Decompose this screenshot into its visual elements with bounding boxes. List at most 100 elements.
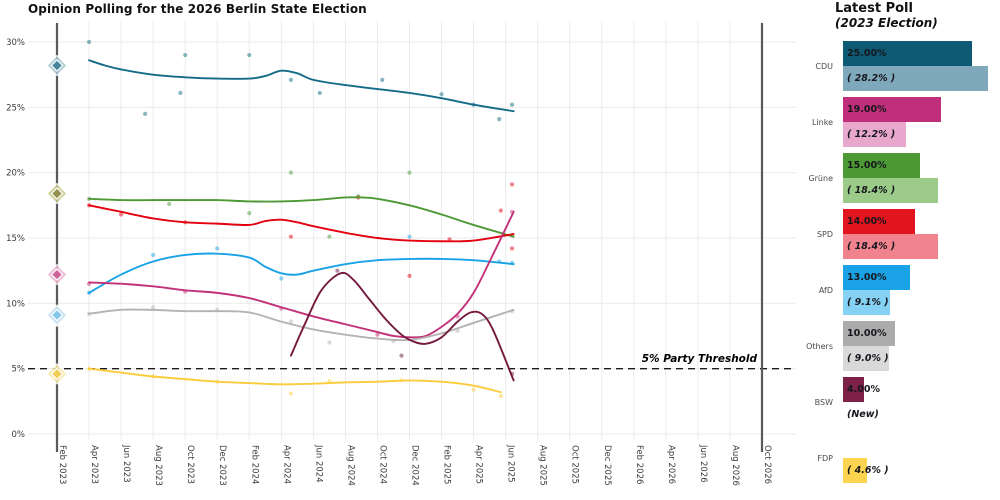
x-axis-label: Apr 2026	[666, 445, 676, 484]
election-result-diamond-afd	[50, 308, 64, 322]
election-2023-value-others: ( 9.0% )	[847, 353, 889, 364]
election-2023-bar-others: ( 9.0% )	[843, 346, 890, 371]
election-2023-bar-spd: ( 18.4% )	[843, 234, 938, 259]
poll-dot	[288, 391, 294, 396]
y-axis-label: 5%	[12, 365, 26, 375]
poll-dot	[288, 77, 294, 82]
poll-dot	[151, 305, 156, 310]
x-axis-label: Jun 2025	[506, 444, 516, 483]
y-axis-label: 10%	[6, 299, 25, 309]
poll-dot	[86, 39, 92, 45]
y-axis-label: 20%	[6, 169, 25, 179]
x-axis-label: Jun 2024	[313, 444, 323, 483]
latest-poll-bar-grüne: 15.00%	[843, 153, 921, 178]
panel-subtitle: (2023 Election)	[835, 16, 938, 30]
party-label-cdu: CDU	[815, 61, 833, 71]
poll-dot	[183, 52, 188, 58]
election-result-diamond-linke	[50, 268, 64, 281]
latest-poll-value-cdu: 25.00%	[847, 48, 887, 59]
party-label-linke: Linke	[811, 117, 833, 127]
poll-dot	[317, 90, 322, 96]
x-axis-label: Feb 2024	[249, 445, 259, 484]
poll-dot	[407, 170, 412, 175]
x-axis-label: Jun 2023	[121, 444, 131, 483]
poll-dot	[509, 182, 515, 187]
poll-dot	[498, 394, 503, 399]
election-2023-value-grüne: ( 18.4% )	[847, 185, 896, 196]
poll-dot	[151, 252, 156, 258]
polling-line-chart: 0% 5% 10% 15% 20% 25% 30% Feb 2023 Apr 2023 Jun 2…	[6, 21, 796, 486]
x-axis-label: Oct 2023	[185, 445, 195, 484]
poll-dot	[247, 211, 252, 216]
poll-dot	[288, 234, 294, 239]
election-2023-bar-fdp: ( 4.6% )	[843, 458, 889, 483]
poll-dot	[439, 92, 444, 97]
x-axis-label: Dec 2023	[217, 445, 227, 486]
latest-poll-bar-linke: 19.00%	[843, 97, 941, 122]
series-line-linke	[88, 210, 515, 339]
election-2023-value-bsw: (New)	[847, 409, 879, 420]
latest-poll-value-spd: 14.00%	[847, 216, 887, 227]
x-axis-label: Oct 2024	[377, 445, 387, 484]
poll-dot	[335, 268, 340, 273]
x-axis-label: Apr 2023	[89, 445, 99, 484]
y-axis-label: 0%	[12, 430, 26, 440]
poll-dot	[279, 276, 284, 281]
x-axis-label: Feb 2023	[57, 445, 67, 484]
poll-dot	[178, 90, 183, 96]
poll-dot	[509, 246, 515, 251]
election-2023-bar-linke: ( 12.2% )	[843, 122, 906, 147]
latest-poll-value-afd: 13.00%	[847, 272, 887, 283]
latest-poll-bar-afd: 13.00%	[843, 265, 910, 290]
x-axis-label: Jun 2026	[698, 444, 708, 483]
latest-poll-bar-bsw: 4.00%	[843, 377, 880, 402]
election-2023-bar-cdu: ( 28.2% )	[843, 66, 989, 91]
poll-dot	[327, 234, 332, 239]
election-2023-value-afd: ( 9.1% )	[847, 297, 889, 308]
election-2023-value-linke: ( 12.2% )	[847, 129, 896, 140]
x-axis-label: Oct 2026	[762, 445, 772, 484]
chart-title: Opinion Polling for the 2026 Berlin Stat…	[28, 2, 367, 16]
poll-dot	[471, 387, 476, 392]
election-2023-value-spd: ( 18.4% )	[847, 241, 896, 252]
party-label-fdp: FDP	[817, 453, 833, 463]
election-2023-bar-grüne: ( 18.4% )	[843, 178, 938, 203]
poll-dot	[407, 234, 412, 239]
latest-poll-value-linke: 19.00%	[847, 104, 887, 115]
poll-dot	[215, 246, 220, 251]
x-axis-label: Aug 2024	[345, 445, 355, 486]
election-2023-value-cdu: ( 28.2% )	[847, 73, 896, 84]
latest-poll-bar-spd: 14.00%	[843, 209, 916, 234]
x-axis-label: Dec 2024	[410, 445, 420, 486]
latest-poll-value-others: 10.00%	[847, 328, 887, 339]
threshold-label: 5% Party Threshold	[642, 353, 758, 365]
latest-poll-value-bsw: 4.00%	[847, 384, 880, 395]
poll-dot	[375, 332, 380, 337]
poll-dot	[247, 52, 252, 58]
poll-dot	[288, 319, 294, 324]
poll-dot	[167, 201, 172, 207]
series-line-fdp	[88, 367, 502, 394]
election-2023-value-fdp: ( 4.6% )	[847, 465, 889, 476]
party-label-spd: SPD	[816, 229, 833, 239]
election-result-diamond-cdu	[50, 59, 64, 72]
x-axis-label: Oct 2025	[570, 445, 580, 484]
latest-poll-bar-others: 10.00%	[843, 321, 895, 346]
x-axis-label: Dec 2025	[602, 445, 612, 486]
poll-dot	[407, 273, 412, 278]
poll-dot	[380, 77, 385, 82]
x-axis-label: Aug 2025	[538, 445, 548, 486]
x-axis-label: Aug 2023	[153, 445, 163, 486]
poll-dot	[143, 111, 148, 116]
party-label-afd: AfD	[818, 285, 833, 295]
series-line-cdu	[88, 59, 515, 113]
x-axis-label: Feb 2026	[634, 445, 644, 484]
poll-dot	[447, 237, 452, 242]
series-line-spd	[88, 204, 515, 243]
y-axis-label: 30%	[6, 38, 25, 48]
poll-dot	[327, 340, 332, 345]
series-line-afd	[88, 252, 515, 294]
latest-poll-panel: Latest Poll (2023 Election) CDU 25.00% ( 2…	[800, 0, 1000, 500]
election-2023-bar-afd: ( 9.1% )	[843, 290, 890, 315]
